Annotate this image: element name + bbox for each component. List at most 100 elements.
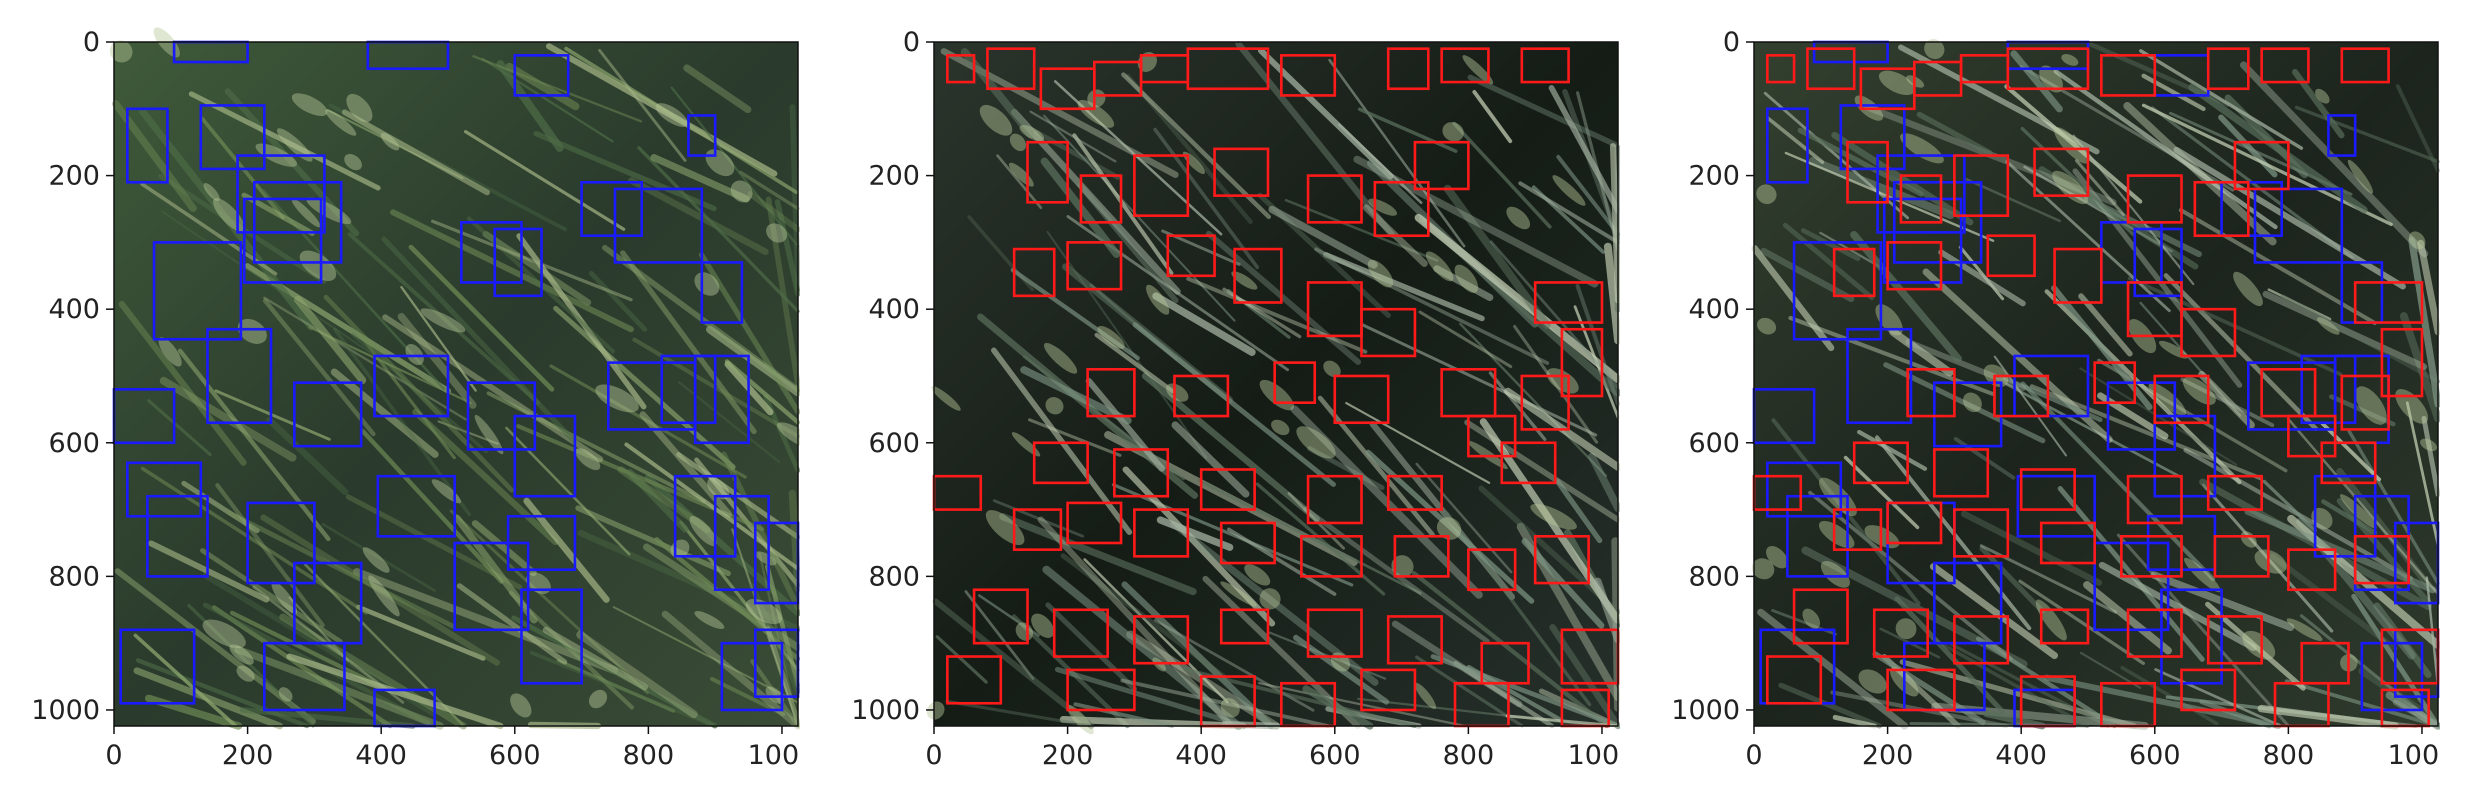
- red-bounding-box: [1386, 615, 1443, 665]
- y-tick-label: 400: [1688, 294, 1740, 325]
- blue-bounding-box: [293, 561, 363, 645]
- red-bounding-box: [1899, 174, 1943, 224]
- red-bounding-box: [946, 54, 976, 84]
- red-bounding-box: [1052, 608, 1109, 658]
- x-tick-label: 1000: [2388, 740, 2440, 771]
- blue-bounding-box: [1786, 494, 1849, 578]
- red-bounding-box: [1766, 54, 1796, 84]
- red-bounding-box: [2019, 468, 2076, 511]
- red-bounding-box: [1953, 154, 2010, 217]
- red-bounding-box: [2180, 668, 2237, 712]
- blue-bounding-box: [2016, 474, 2096, 538]
- blue-bounding-box: [580, 180, 643, 238]
- y-tick-label: 200: [48, 161, 100, 192]
- red-bounding-box: [1213, 147, 1270, 197]
- red-bounding-box: [1199, 468, 1256, 511]
- red-bounding-box: [2039, 608, 2090, 645]
- x-tick-label: 1000: [1568, 740, 1620, 771]
- red-bounding-box: [1219, 521, 1276, 565]
- red-bounding-box: [2206, 474, 2263, 511]
- x-tick-label: 800: [2263, 740, 2315, 771]
- blue-bounding-box: [1766, 461, 1843, 518]
- blue-bounding-box: [2327, 114, 2357, 157]
- red-bounding-box: [1026, 140, 1069, 204]
- panel-3: 0 0 200 200 400 400 600 600 800 800 1000 1000: [1640, 0, 2440, 800]
- y-tick-label: 1000: [31, 695, 100, 726]
- blue-bounding-box: [2013, 354, 2090, 418]
- panel-1: 0 0 200 200 400 400 600 600 800 800 1000 1000: [0, 0, 800, 800]
- red-bounding-box: [1520, 47, 1570, 84]
- x-tick-label: 600: [2129, 740, 2181, 771]
- blue-bounding-box: [126, 461, 203, 518]
- blue-bounding-box: [687, 114, 717, 157]
- blue-bounding-box: [660, 354, 717, 425]
- red-bounding-box: [1306, 174, 1363, 224]
- x-tick-label: 0: [1745, 740, 1762, 771]
- wheat-field-image-2: [926, 40, 1620, 735]
- red-bounding-box: [2260, 47, 2310, 84]
- red-bounding-box: [1066, 501, 1123, 545]
- x-tick-label: 600: [1309, 740, 1361, 771]
- blue-bounding-box: [700, 261, 744, 324]
- blue-bounding-box: [126, 107, 169, 184]
- red-bounding-box: [2006, 47, 2090, 91]
- blue-bounding-box: [1839, 104, 1906, 171]
- y-tick-label: 0: [83, 27, 100, 58]
- red-bounding-box: [1872, 608, 1929, 658]
- blue-bounding-box: [713, 494, 770, 592]
- red-bounding-box: [2033, 147, 2090, 197]
- red-bounding-box: [1066, 668, 1136, 712]
- blue-bounding-box: [1792, 241, 1883, 341]
- red-bounding-box: [1306, 608, 1363, 658]
- red-bounding-box: [1906, 368, 1956, 418]
- blue-bounding-box: [2313, 474, 2377, 558]
- y-tick-label: 1000: [1671, 695, 1740, 726]
- x-tick-label: 200: [1862, 740, 1914, 771]
- blue-bounding-box: [513, 54, 570, 97]
- x-tick-label: 800: [1443, 740, 1495, 771]
- red-bounding-box: [1386, 47, 1430, 91]
- blue-bounding-box: [236, 154, 326, 234]
- red-bounding-box: [1440, 47, 1490, 84]
- red-bounding-box: [1832, 247, 1876, 298]
- red-bounding-box: [1360, 668, 1417, 712]
- red-bounding-box: [2120, 534, 2183, 578]
- red-bounding-box: [2340, 374, 2390, 431]
- red-bounding-box: [1886, 501, 1943, 545]
- blue-bounding-box: [152, 241, 243, 341]
- red-bounding-box: [1413, 140, 1470, 191]
- blue-bounding-box: [1846, 327, 1913, 425]
- red-bounding-box: [1933, 448, 1990, 498]
- red-bounding-box: [1333, 374, 1390, 425]
- axes-3: 0 0 200 200 400 400 600 600 800 800 1000 1000: [1671, 27, 2440, 771]
- red-bounding-box: [1520, 374, 1570, 431]
- red-bounding-box: [1846, 140, 1889, 204]
- red-bounding-box: [1219, 608, 1270, 645]
- blue-bounding-box: [2133, 227, 2183, 298]
- red-bounding-box: [2153, 374, 2210, 425]
- blue-bounding-box: [293, 381, 363, 448]
- red-bounding-box: [1560, 327, 1604, 398]
- x-tick-label: 200: [1042, 740, 1094, 771]
- red-bounding-box: [1393, 534, 1450, 578]
- red-bounding-box: [2100, 54, 2157, 97]
- y-tick-label: 800: [868, 561, 920, 592]
- red-bounding-box: [1133, 154, 1190, 217]
- x-tick-label: 1000: [748, 740, 800, 771]
- red-bounding-box: [1113, 448, 1170, 498]
- blue-bounding-box: [1933, 561, 2003, 645]
- red-bounding-box: [1832, 508, 1883, 551]
- red-bounding-box: [1806, 47, 1856, 91]
- red-bounding-box: [1360, 307, 1417, 358]
- x-tick-label: 0: [105, 740, 122, 771]
- x-tick-label: 400: [1175, 740, 1227, 771]
- blue-bounding-box: [613, 187, 704, 264]
- blue-bounding-box: [1876, 154, 1966, 234]
- red-bounding-box: [2093, 361, 2137, 405]
- red-bounding-box: [2287, 414, 2337, 458]
- red-bounding-box: [1386, 474, 1443, 511]
- red-bounding-box: [1792, 588, 1849, 645]
- y-tick-label: 0: [903, 27, 920, 58]
- red-bounding-box: [1766, 655, 1823, 705]
- x-tick-label: 0: [925, 740, 942, 771]
